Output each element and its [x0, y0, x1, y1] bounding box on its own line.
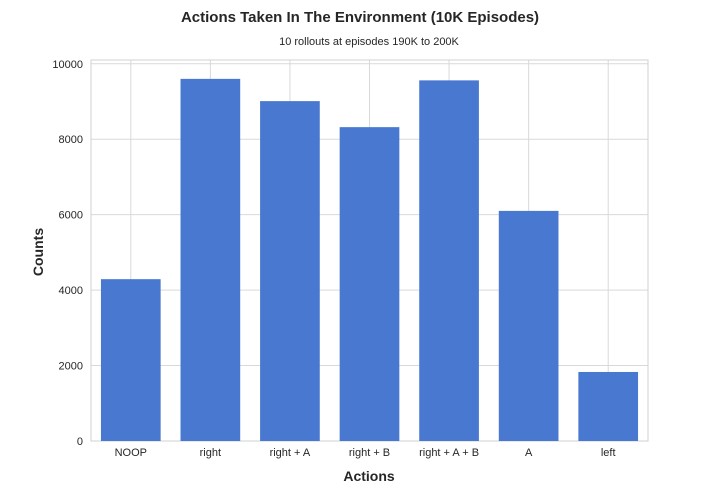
y-tick-label: 6000 [59, 210, 83, 222]
y-tick-label: 2000 [59, 361, 83, 373]
x-axis-label: Actions [343, 468, 395, 484]
x-tick-label: left [601, 447, 616, 459]
bar-noop [100, 279, 161, 441]
bar-right-b [339, 127, 400, 441]
chart-subtitle: 10 rollouts at episodes 190K to 200K [279, 36, 459, 48]
x-tick-label: right + A [270, 447, 311, 459]
bar-left [578, 371, 639, 441]
chart-title: Actions Taken In The Environment (10K Ep… [181, 9, 539, 26]
y-axis-label: Counts [30, 228, 46, 276]
x-tick-label: right + B [349, 447, 390, 459]
ticks: 0 2000 4000 6000 8000 10000 NOOP right right + A… [52, 59, 615, 459]
x-tick-label: NOOP [115, 447, 147, 459]
bars [100, 78, 639, 441]
bar-right-a-b [419, 80, 479, 441]
y-tick-label: 4000 [59, 285, 83, 297]
bar-right [180, 78, 241, 441]
x-tick-label: A [525, 447, 533, 459]
y-tick-label: 0 [77, 436, 83, 448]
y-tick-label: 10000 [52, 59, 83, 71]
bar-a [498, 210, 559, 441]
x-tick-label: right [200, 447, 221, 459]
y-tick-label: 8000 [59, 134, 83, 146]
x-tick-label: right + A + B [419, 447, 479, 459]
bar-right-a [260, 101, 320, 441]
